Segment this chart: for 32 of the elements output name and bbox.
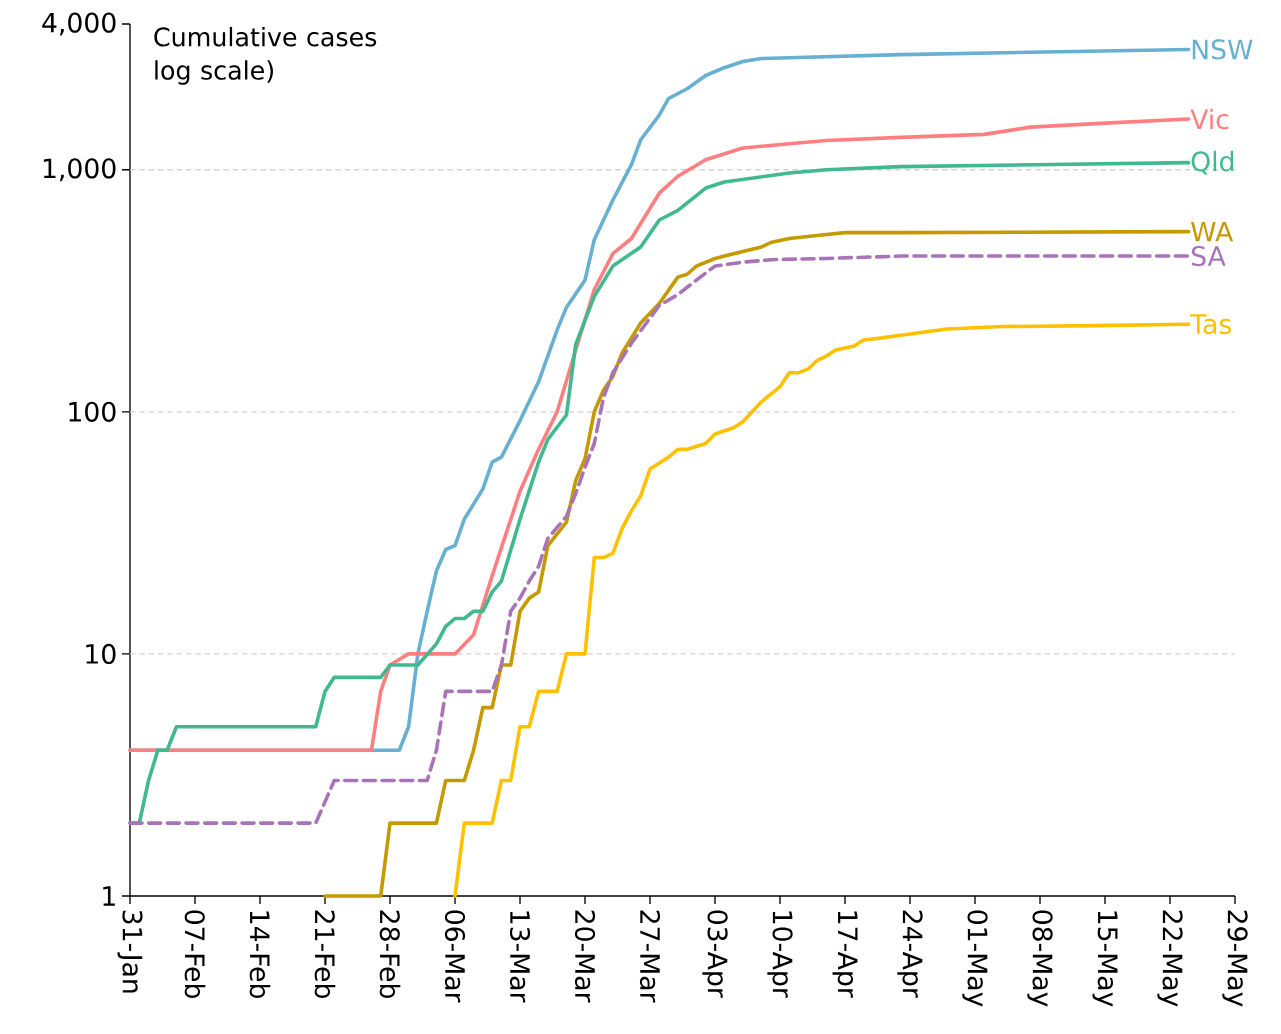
x-tick-label: 22-May [1157,910,1183,1007]
y-tick-label: 10 [86,643,116,664]
x-tick-label: 07-Feb [184,910,206,998]
x-tick-label: 08-May [1027,910,1053,1007]
x-tick-label: 31-Jan [117,910,143,993]
x-tick-label: 15-May [1092,911,1118,1007]
series-label: NSW [1192,39,1253,60]
x-tick-label: 06-Mar [444,910,466,1003]
series-label: WA [1191,221,1234,242]
x-tick-label: 20-Mar [574,910,596,1003]
y-tick-label: 100 [69,401,116,422]
x-tick-label: 29-May [1222,910,1248,1007]
series-label: SA [1191,245,1226,267]
line-series [323,229,1191,898]
x-tick-label: 03-Apr [702,910,728,998]
line-series [453,322,1191,898]
series-label: Qld [1191,150,1234,175]
series-label: Vic [1190,108,1229,130]
x-tick-label: 27-Mar [639,910,661,1003]
y-tick-label: 4,000 [42,12,116,36]
x-tick-label: 10-Apr [767,911,793,998]
series-label: Tas [1190,314,1232,335]
x-tick-label: 17-Apr [832,911,858,998]
y-tick-label: 1 [103,886,115,906]
x-tick-label: 01-May [962,910,988,1007]
x-tick-label: 14-Feb [249,911,271,998]
y-tick-label: 1,000 [43,158,116,182]
x-tick-label: 21-Feb [314,910,336,998]
x-tick-label: 24-Apr [897,910,923,998]
x-tick-label: 28-Feb [379,910,401,998]
x-tick-label: 13-Mar [509,911,531,1003]
y-axis-title: Cumulative cases log scale) [154,26,377,85]
